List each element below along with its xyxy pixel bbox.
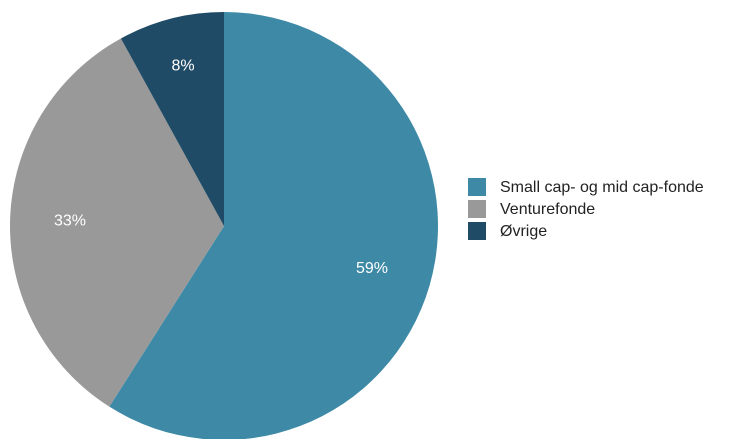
slice-value-label-small-cap-og-mid-cap-fonde: 59% — [356, 260, 388, 277]
pie-slices — [9, 12, 438, 439]
slice-value-label-vrige: 8% — [171, 58, 194, 75]
slice-value-label-venturefonde: 33% — [54, 212, 86, 229]
legend: Small cap- og mid cap-fonde Venturefonde Ø… — [468, 178, 704, 240]
pie-slice-venturefonde — [9, 38, 225, 407]
legend-swatch — [468, 222, 486, 240]
pie-slice-vrige — [120, 12, 224, 226]
legend-item-vrige: Øvrige — [468, 222, 547, 240]
legend-label: Øvrige — [500, 223, 547, 240]
legend-item-venturefonde: Venturefonde — [468, 200, 595, 218]
pie-slice-small-cap-og-mid-cap-fonde — [109, 12, 438, 439]
pie-slice-labels: 59% 33% 8% — [54, 58, 388, 278]
legend-label: Small cap- og mid cap-fonde — [500, 179, 704, 196]
legend-swatch — [468, 200, 486, 218]
legend-item-small-cap-og-mid-cap-fonde: Small cap- og mid cap-fonde — [468, 178, 704, 196]
legend-label: Venturefonde — [500, 201, 595, 218]
legend-swatch — [468, 178, 486, 196]
